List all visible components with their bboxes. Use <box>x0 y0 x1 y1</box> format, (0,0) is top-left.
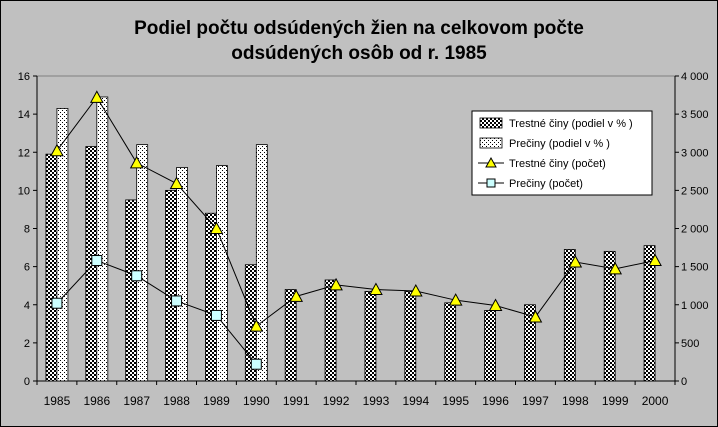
point-trestne-ciny-pocet <box>209 221 224 234</box>
x-tick-label: 1993 <box>363 394 390 408</box>
point-trestne-ciny-pocet <box>568 255 583 268</box>
bar-trestne-ciny-podiel <box>404 291 417 382</box>
x-tick-label: 1998 <box>562 394 589 408</box>
y-right-tick-label: 3 000 <box>681 147 709 159</box>
x-tick-label: 1994 <box>402 394 429 408</box>
bar-preciny-podiel <box>176 167 188 382</box>
point-trestne-ciny-pocet <box>50 143 64 157</box>
legend-swatch-preciny-podiel <box>479 137 503 149</box>
line-trestne-ciny-pocet <box>56 96 656 327</box>
point-trestne-ciny-pocet <box>169 176 184 190</box>
bar-trestne-ciny-podiel <box>524 304 536 382</box>
x-tick-label: 1988 <box>163 394 190 408</box>
point-preciny-pocet <box>171 295 183 307</box>
x-tick-label: 1995 <box>442 394 469 408</box>
point-trestne-ciny-pocet <box>648 253 662 267</box>
bar-preciny-podiel <box>255 144 268 382</box>
x-tick-label: 1987 <box>123 394 150 408</box>
bar-preciny-podiel <box>96 96 109 382</box>
y-left-tick-label: 6 <box>24 262 30 274</box>
chart-title-line-2: odsúdených osôb od r. 1985 <box>231 43 487 64</box>
bar-trestne-ciny-podiel <box>284 289 297 382</box>
legend-label-trestne-ciny-podiel: Trestné činy (podiel v % ) <box>509 118 633 130</box>
bar-trestne-ciny-podiel <box>643 245 656 382</box>
legend-marker-trestne-ciny-pocet <box>485 156 497 168</box>
y-right-tick-label: 2 000 <box>681 224 709 236</box>
point-preciny-pocet <box>131 270 143 282</box>
point-preciny-pocet <box>210 309 222 321</box>
x-tick-label: 1996 <box>482 394 509 408</box>
y-right-tick-label: 500 <box>681 338 699 350</box>
bar-trestne-ciny-podiel <box>603 250 616 382</box>
y-right-tick-label: 1 500 <box>681 262 709 274</box>
bar-trestne-ciny-podiel <box>125 199 138 382</box>
x-tick-label: 1989 <box>203 394 230 408</box>
legend-swatch-trestne-ciny-podiel <box>479 117 503 129</box>
legend-marker-preciny-pocet <box>486 178 496 188</box>
x-tick-label: 1997 <box>522 394 549 408</box>
legend-label-preciny-pocet: Prečiny (počet) <box>509 178 583 190</box>
bar-trestne-ciny-podiel <box>563 249 576 382</box>
bar-preciny-podiel <box>56 108 69 382</box>
point-trestne-ciny-pocet <box>608 261 623 275</box>
point-preciny-pocet <box>91 255 103 267</box>
y-left-tick-label: 0 <box>24 376 30 388</box>
legend-label-preciny-podiel: Prečiny (podiel v % ) <box>509 138 610 150</box>
y-right-tick-label: 0 <box>681 376 687 388</box>
point-trestne-ciny-pocet <box>89 90 104 103</box>
bar-trestne-ciny-podiel <box>484 310 496 382</box>
y-right-tick-label: 1 000 <box>681 300 709 312</box>
line-preciny-pocet <box>56 259 257 365</box>
point-trestne-ciny-pocet <box>329 277 343 291</box>
y-right-tick-label: 4 000 <box>681 71 709 83</box>
bar-trestne-ciny-podiel <box>364 291 377 382</box>
point-trestne-ciny-pocet <box>129 155 144 169</box>
y-left-tick-label: 10 <box>18 185 30 197</box>
bar-preciny-podiel <box>216 165 228 382</box>
bar-trestne-ciny-podiel <box>165 189 177 382</box>
y-left-tick-label: 14 <box>18 109 30 121</box>
chart-title-line-1: Podiel počtu odsúdených žien na celkovom… <box>134 18 584 39</box>
bar-preciny-podiel <box>136 144 149 382</box>
y-right-tick-label: 3 500 <box>681 109 709 121</box>
legend: Trestné činy (podiel v % ) Prečiny (podie… <box>471 110 653 196</box>
y-left-tick-label: 4 <box>24 300 30 312</box>
point-preciny-pocet <box>51 297 63 309</box>
bar-trestne-ciny-podiel <box>45 153 58 382</box>
x-tick-label: 1985 <box>44 394 71 408</box>
y-right-tick-label: 2 500 <box>681 185 709 197</box>
point-trestne-ciny-pocet <box>448 293 463 306</box>
x-tick-label: 1991 <box>283 394 310 408</box>
point-trestne-ciny-pocet <box>289 289 304 302</box>
y-left-tick-label: 16 <box>18 71 30 83</box>
bar-trestne-ciny-podiel <box>324 279 337 382</box>
bar-trestne-ciny-podiel <box>205 212 217 382</box>
legend-label-trestne-ciny-pocet: Trestné činy (počet) <box>509 158 606 170</box>
point-trestne-ciny-pocet <box>408 283 423 297</box>
point-trestne-ciny-pocet <box>249 319 264 332</box>
point-preciny-pocet <box>250 358 262 370</box>
point-trestne-ciny-pocet <box>488 298 503 312</box>
x-tick-label: 1990 <box>243 394 270 408</box>
x-tick-label: 1992 <box>323 394 350 408</box>
y-left-tick-label: 12 <box>18 147 30 159</box>
y-left-tick-label: 2 <box>24 338 30 350</box>
point-trestne-ciny-pocet <box>528 309 543 323</box>
x-tick-label: 1986 <box>83 394 110 408</box>
bar-trestne-ciny-podiel <box>444 302 457 382</box>
y-left-tick-label: 8 <box>24 224 30 236</box>
point-trestne-ciny-pocet <box>369 282 383 295</box>
x-tick-label: 2000 <box>642 394 669 408</box>
x-tick-label: 1999 <box>602 394 629 408</box>
